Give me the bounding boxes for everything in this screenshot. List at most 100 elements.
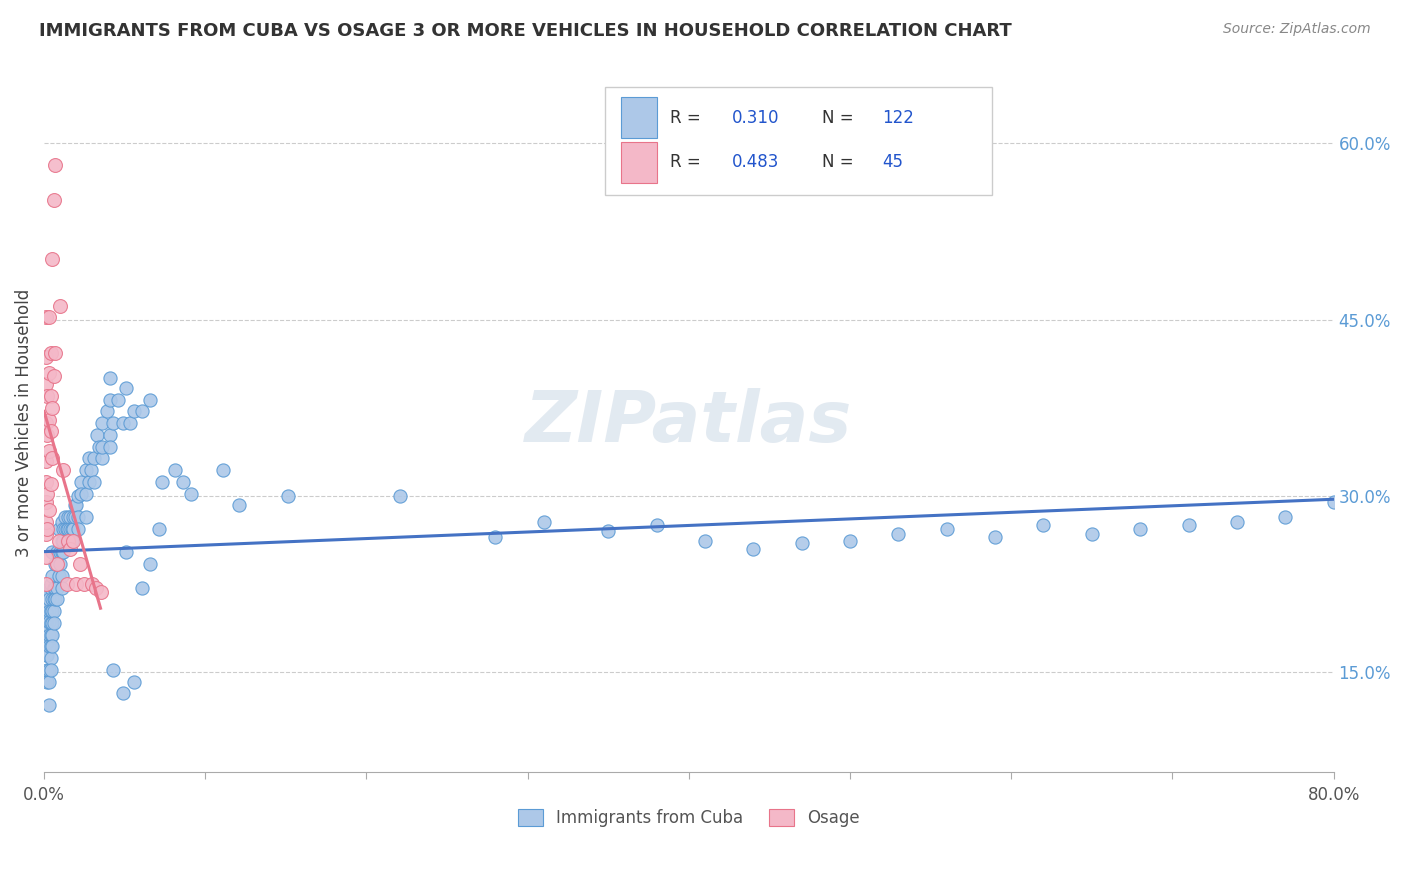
Immigrants from Cuba [984,530,1007,544]
Immigrants from Cuba [98,440,121,454]
Immigrants from Cuba [51,533,73,548]
Immigrants from Cuba [1081,526,1104,541]
Immigrants from Cuba [38,698,60,712]
Immigrants from Cuba [228,499,250,513]
Immigrants from Cuba [37,648,59,662]
Immigrants from Cuba [839,533,862,548]
Text: 122: 122 [883,109,914,127]
Immigrants from Cuba [124,674,146,689]
Immigrants from Cuba [46,545,69,559]
Osage [59,541,82,556]
Osage [39,389,62,403]
Immigrants from Cuba [80,463,103,477]
Immigrants from Cuba [75,510,97,524]
Immigrants from Cuba [38,640,60,654]
Text: 45: 45 [883,153,903,171]
Osage [38,310,60,325]
Immigrants from Cuba [91,440,114,454]
Osage [58,533,80,548]
Immigrants from Cuba [1323,495,1346,509]
Immigrants from Cuba [51,569,73,583]
Immigrants from Cuba [935,522,957,536]
Osage [38,444,60,458]
Immigrants from Cuba [66,510,89,524]
Immigrants from Cuba [112,686,135,700]
Immigrants from Cuba [38,604,60,618]
Immigrants from Cuba [35,597,58,611]
Immigrants from Cuba [86,428,108,442]
Osage [62,533,84,548]
Immigrants from Cuba [35,607,58,621]
Immigrants from Cuba [103,663,125,677]
Immigrants from Cuba [115,545,138,559]
Immigrants from Cuba [39,663,62,677]
Immigrants from Cuba [41,640,63,654]
Osage [37,522,59,536]
Immigrants from Cuba [60,522,83,536]
Immigrants from Cuba [48,569,70,583]
Immigrants from Cuba [77,475,100,489]
Osage [41,252,63,266]
Immigrants from Cuba [35,618,58,632]
Immigrants from Cuba [59,522,82,536]
Osage [38,412,60,426]
Immigrants from Cuba [39,651,62,665]
Immigrants from Cuba [58,533,80,548]
Immigrants from Cuba [49,545,72,559]
Immigrants from Cuba [598,524,620,539]
Osage [35,577,58,591]
FancyBboxPatch shape [620,97,657,138]
Immigrants from Cuba [35,636,58,650]
Immigrants from Cuba [83,451,105,466]
Osage [49,299,72,313]
Osage [37,486,59,500]
Osage [89,585,111,599]
Osage [35,549,58,564]
Immigrants from Cuba [77,451,100,466]
Immigrants from Cuba [53,510,76,524]
Immigrants from Cuba [51,581,73,595]
Immigrants from Cuba [742,541,765,556]
Osage [69,557,91,571]
Immigrants from Cuba [139,392,162,407]
Immigrants from Cuba [91,416,114,430]
Immigrants from Cuba [52,545,75,559]
Immigrants from Cuba [39,640,62,654]
Osage [41,401,63,415]
Text: N =: N = [821,109,859,127]
Immigrants from Cuba [124,404,146,418]
FancyBboxPatch shape [620,142,657,183]
Immigrants from Cuba [62,510,84,524]
Immigrants from Cuba [39,577,62,591]
Immigrants from Cuba [46,592,69,607]
Immigrants from Cuba [39,615,62,630]
Immigrants from Cuba [35,648,58,662]
Immigrants from Cuba [63,510,86,524]
Osage [37,428,59,442]
Immigrants from Cuba [53,522,76,536]
Osage [82,577,104,591]
Immigrants from Cuba [645,518,668,533]
Immigrants from Cuba [55,522,77,536]
Immigrants from Cuba [37,636,59,650]
Immigrants from Cuba [1032,518,1054,533]
Legend: Immigrants from Cuba, Osage: Immigrants from Cuba, Osage [512,802,866,834]
Immigrants from Cuba [139,557,162,571]
Osage [41,451,63,466]
Osage [35,310,58,325]
Immigrants from Cuba [37,663,59,677]
Immigrants from Cuba [96,404,118,418]
Immigrants from Cuba [276,489,298,503]
Immigrants from Cuba [49,557,72,571]
Immigrants from Cuba [42,615,65,630]
Immigrants from Cuba [41,604,63,618]
Osage [44,158,66,172]
Osage [84,581,107,595]
Immigrants from Cuba [55,533,77,548]
Immigrants from Cuba [59,510,82,524]
Osage [39,345,62,359]
Immigrants from Cuba [1274,510,1296,524]
Immigrants from Cuba [46,581,69,595]
Immigrants from Cuba [70,475,93,489]
Immigrants from Cuba [37,595,59,609]
